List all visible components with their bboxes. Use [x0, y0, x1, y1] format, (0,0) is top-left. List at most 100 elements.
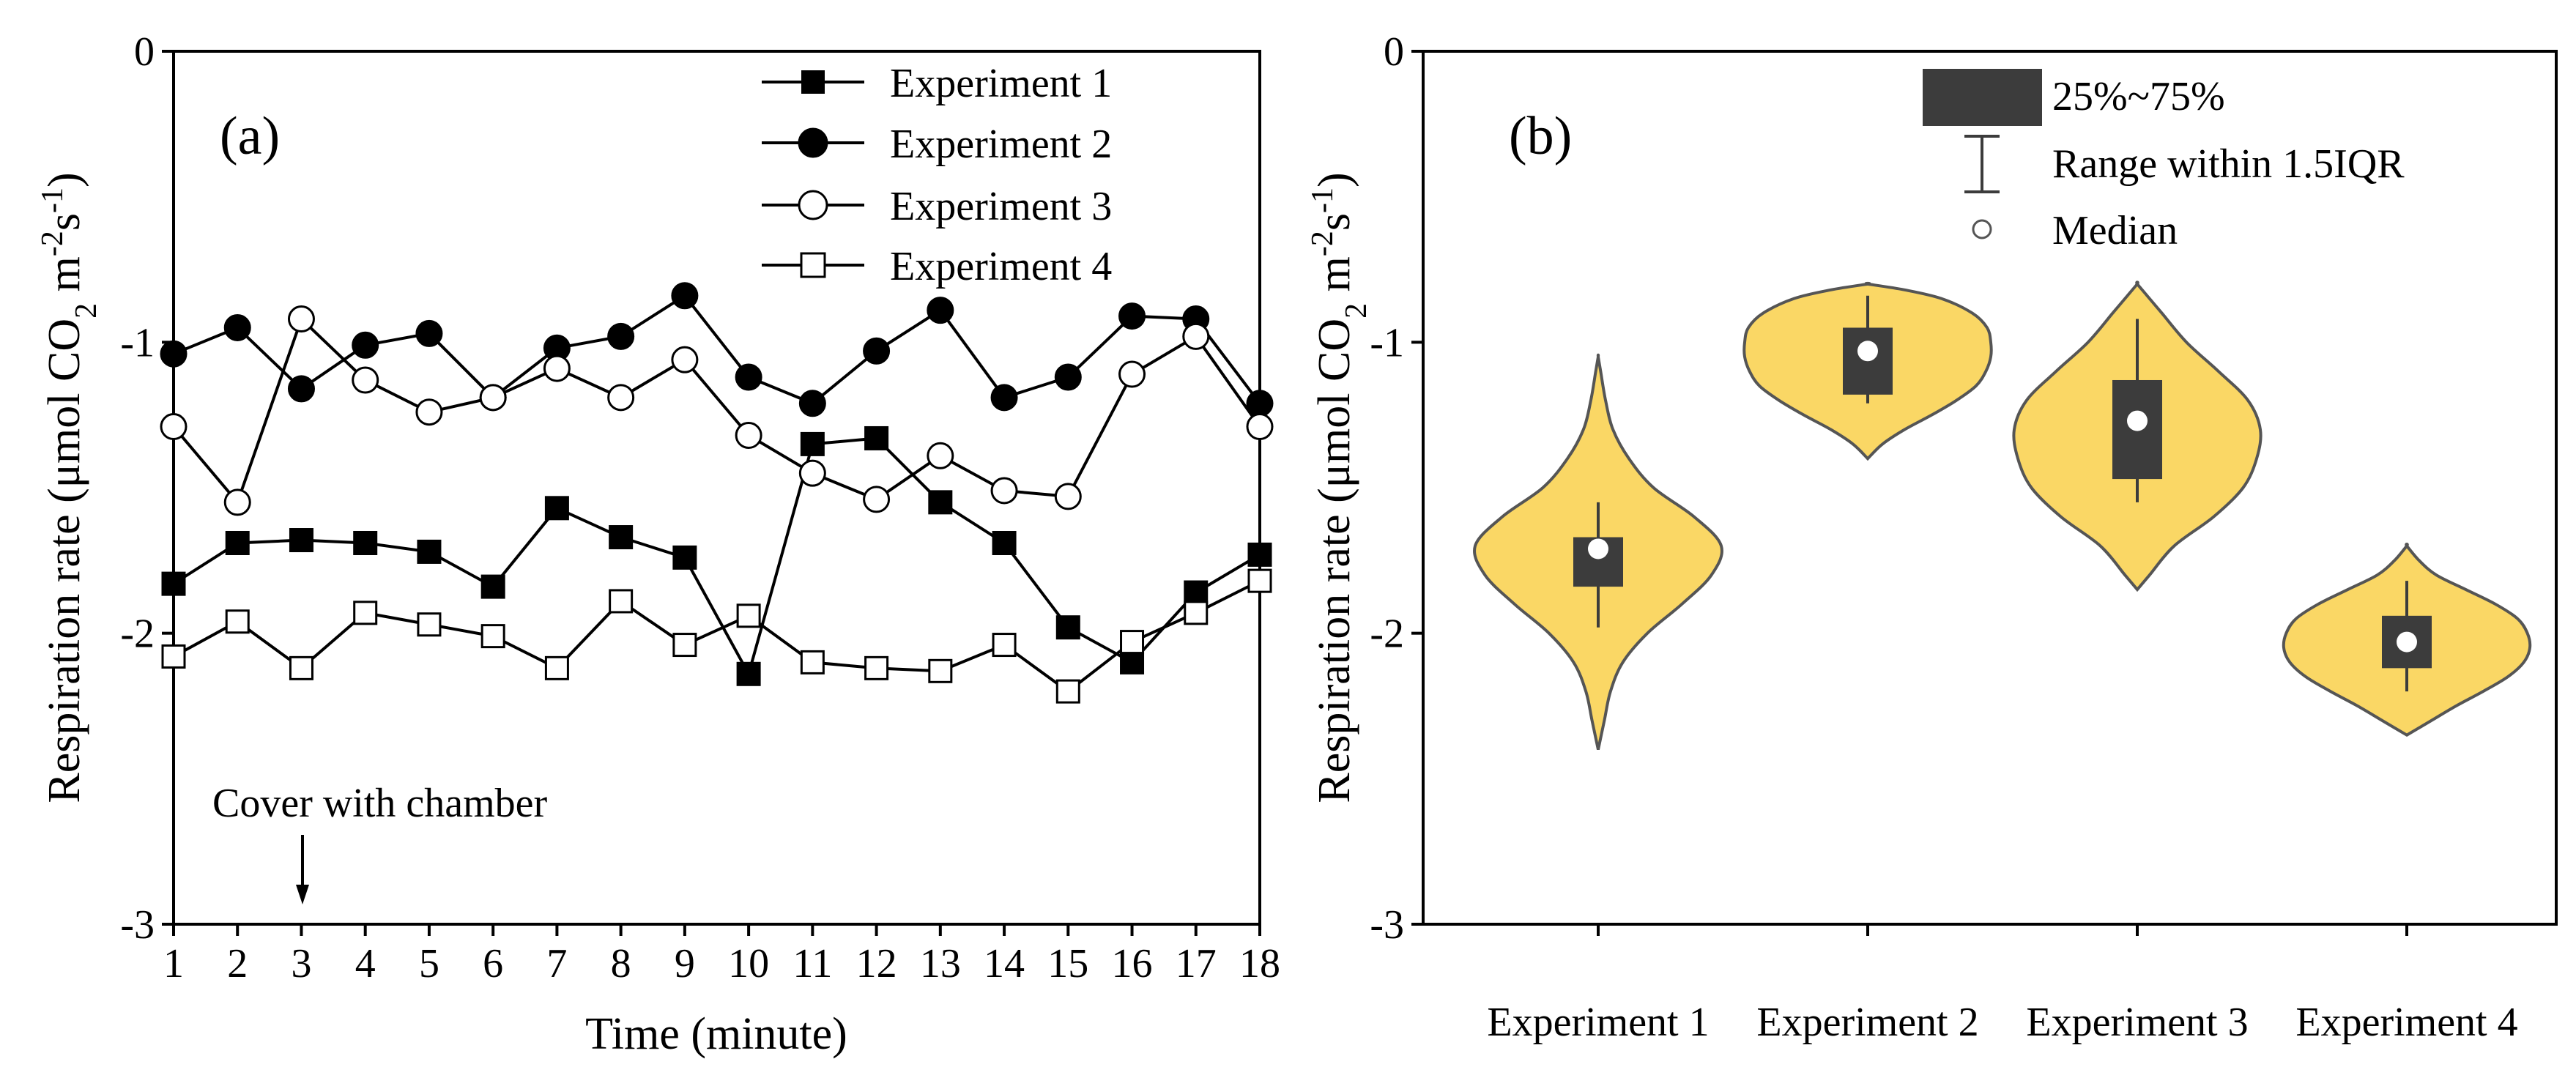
a-ytick-label: 0	[134, 29, 155, 75]
data-point	[1182, 322, 1210, 350]
b-ytick-label: 0	[1384, 29, 1404, 75]
data-point	[287, 305, 315, 333]
data-point	[928, 490, 953, 515]
b-ytick-label: -1	[1370, 320, 1404, 365]
data-point	[225, 609, 250, 634]
data-point	[225, 530, 250, 555]
a-xtick-label: 8	[611, 941, 631, 986]
data-point	[927, 297, 954, 324]
a-xtick-label: 2	[227, 941, 248, 986]
a-xtick-label: 7	[546, 941, 567, 986]
data-point	[161, 571, 186, 596]
b-category-label: Experiment 2	[1756, 1000, 1978, 1045]
legend-marker-exp2	[798, 127, 828, 158]
a-ytick-label: -2	[120, 612, 155, 657]
data-point	[735, 363, 762, 391]
data-point	[864, 655, 889, 680]
b-ytick-label: -3	[1370, 902, 1404, 948]
data-point	[417, 539, 442, 564]
panel-a-y-axis-title: Respiration rate (μmol CO2 m-2s-1)	[36, 172, 103, 803]
a-xtick-label: 6	[483, 941, 503, 986]
b-category-label: Experiment 1	[1487, 1000, 1709, 1045]
data-point	[1120, 630, 1145, 655]
data-point	[1054, 363, 1082, 391]
data-point	[223, 488, 251, 516]
legend-marker-exp4	[800, 252, 826, 278]
a-xtick-label: 12	[856, 941, 897, 986]
data-point	[864, 425, 889, 450]
a-xtick-label: 18	[1239, 941, 1280, 986]
data-point	[353, 530, 378, 555]
data-point	[353, 601, 378, 625]
panel-b-y-ticks: 0 -1 -2 -3	[1370, 29, 1423, 948]
a-xtick-label: 17	[1176, 941, 1217, 986]
panel-a-line-chart: 0-1-2-3 1 2 3 4 5 6 7 8 9 10 11 12 13 14 15 16 17 18 (a) …	[36, 29, 1280, 1059]
data-point	[543, 354, 571, 382]
data-point	[671, 282, 699, 310]
violin-4	[2282, 543, 2532, 737]
data-point	[352, 366, 379, 394]
data-point	[480, 624, 505, 649]
series-experiment-1	[161, 425, 1272, 686]
b-category-label: Experiment 4	[2295, 1000, 2517, 1045]
panel-a-legend: Experiment 1 Experiment 2 Experiment 3 E…	[762, 61, 1112, 289]
annotation-arrow-icon	[296, 835, 309, 904]
data-point	[1246, 413, 1274, 441]
data-point	[289, 655, 313, 680]
a-ytick-label: -3	[120, 902, 155, 948]
data-point	[544, 496, 569, 521]
panel-b-violin-chart: 0 -1 -2 -3 Experiment 1 Experiment 2 Experime…	[1306, 29, 2558, 1045]
legend-range-label: Range within 1.5IQR	[2052, 141, 2405, 187]
series-line	[172, 316, 1261, 505]
data-point	[607, 384, 635, 412]
data-point	[1054, 483, 1082, 510]
series-line	[173, 579, 1261, 694]
data-point	[287, 375, 315, 403]
data-point	[1120, 650, 1145, 674]
data-point	[928, 658, 953, 683]
a-xtick-label: 13	[920, 941, 961, 986]
legend-label-exp3: Experiment 3	[890, 184, 1112, 229]
panel-b-label: (b)	[1509, 106, 1572, 166]
a-xtick-label: 15	[1047, 941, 1088, 986]
b-ytick-label: -2	[1370, 612, 1404, 657]
legend-marker-exp1	[801, 70, 825, 94]
legend-median-label: Median	[2052, 208, 2178, 253]
legend-label-exp2: Experiment 2	[890, 122, 1112, 167]
panel-b-category-labels: Experiment 1 Experiment 2 Experiment 3 Expe…	[1487, 924, 2518, 1045]
data-point	[736, 603, 761, 628]
data-point	[863, 486, 891, 513]
data-point	[609, 525, 634, 550]
data-point	[1184, 580, 1209, 605]
data-point	[1055, 679, 1080, 704]
data-point	[800, 431, 825, 456]
panel-a-x-ticks: 1 2 3 4 5 6 7 8 9 10 11 12 13 14 15 16 17 18	[163, 924, 1280, 986]
violin-2	[1742, 281, 1993, 461]
panel-a-label: (a)	[220, 106, 280, 166]
panel-b-y-axis-title: Respiration rate (μmol CO2 m-2s-1)	[1306, 172, 1373, 803]
annotation-cover-with-chamber: Cover with chamber	[212, 781, 548, 826]
data-point	[161, 644, 186, 669]
data-point	[735, 421, 762, 449]
data-point	[352, 331, 379, 359]
violin-median-dot	[2127, 410, 2148, 431]
data-point	[992, 633, 1017, 658]
violin-1	[1473, 353, 1723, 751]
a-ytick-label: -1	[120, 320, 155, 365]
a-xtick-label: 4	[355, 941, 376, 986]
legend-median-icon	[1972, 219, 1992, 239]
data-point	[990, 477, 1018, 505]
data-point	[800, 650, 825, 674]
panel-a-series-group	[160, 282, 1274, 704]
data-point	[609, 589, 634, 614]
data-point	[415, 319, 443, 347]
panel-b-legend: 25%~75% Range within 1.5IQR Median	[1923, 69, 2405, 253]
data-point	[544, 655, 569, 680]
legend-marker-exp3	[798, 190, 828, 220]
data-point	[672, 545, 697, 570]
data-point	[415, 398, 443, 426]
data-point	[479, 384, 507, 412]
data-point	[1247, 568, 1272, 593]
a-xtick-label: 9	[675, 941, 695, 986]
series-experiment-3	[160, 305, 1274, 516]
